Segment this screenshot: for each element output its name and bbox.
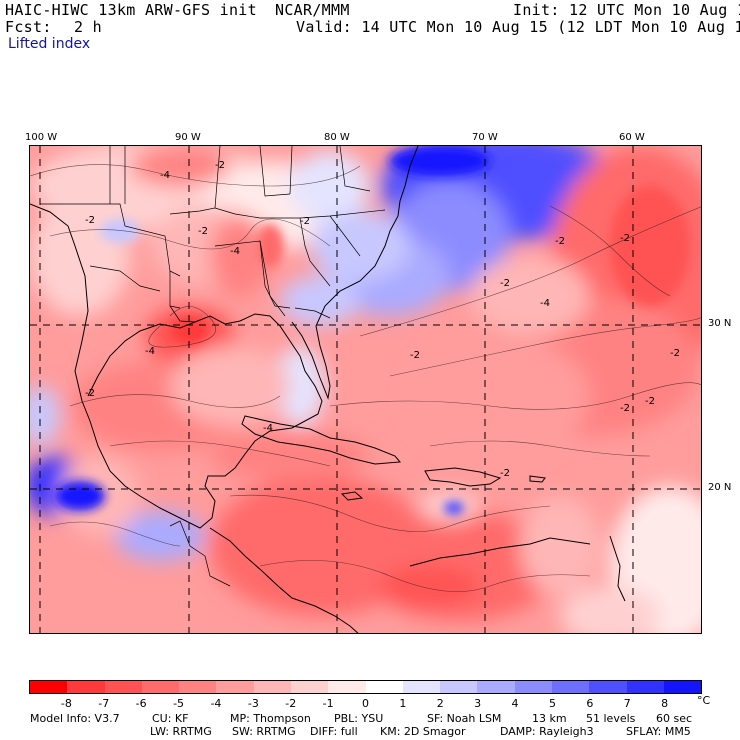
contour-label: -2 bbox=[410, 350, 420, 361]
contour-label: -2 bbox=[645, 396, 655, 407]
colorbar-tick-label: 8 bbox=[661, 697, 669, 710]
microphysics-scheme: MP: Thompson bbox=[230, 712, 311, 725]
lon-label-60w: 60 W bbox=[619, 132, 645, 143]
longwave-scheme: LW: RRTMG bbox=[150, 725, 212, 738]
colorbar-swatch bbox=[626, 681, 664, 693]
colorbar-tick-label: 4 bbox=[511, 697, 519, 710]
colorbar-tick-label: 6 bbox=[586, 697, 594, 710]
init-time: Init: 12 UTC Mon 10 Aug 15 bbox=[513, 1, 740, 19]
lat-label-30n: 30 N bbox=[708, 318, 732, 329]
contour-label: -2 bbox=[300, 216, 310, 227]
km-option: KM: 2D Smagor bbox=[380, 725, 466, 738]
colorbar-unit: °C bbox=[697, 694, 711, 707]
lon-label-90w: 90 W bbox=[175, 132, 201, 143]
map-canvas: -4 -2 -2 -2 -2 -4 -2 -4 -2 -2 -2 -2 -2 -… bbox=[30, 146, 701, 633]
colorbar-swatch bbox=[290, 681, 329, 693]
pbl-scheme: PBL: YSU bbox=[334, 712, 384, 725]
colorbar-swatch bbox=[253, 681, 291, 693]
contour-label: -2 bbox=[620, 403, 630, 414]
shortwave-scheme: SW: RRTMG bbox=[232, 725, 296, 738]
cumulus-scheme: CU: KF bbox=[152, 712, 189, 725]
contour-label: -4 bbox=[263, 423, 273, 434]
colorbar-swatch bbox=[477, 681, 515, 693]
lon-label-70w: 70 W bbox=[472, 132, 498, 143]
colorbar-swatch bbox=[141, 681, 180, 693]
colorbar-swatch bbox=[402, 681, 441, 693]
contour-label: -2 bbox=[85, 215, 95, 226]
colorbar-swatch bbox=[328, 681, 366, 693]
colorbar bbox=[29, 680, 702, 694]
colorbar-tick-label: 1 bbox=[399, 697, 407, 710]
contour-label: -4 bbox=[230, 246, 240, 257]
surface-layer-scheme: SFLAY: MM5 bbox=[626, 725, 691, 738]
contour-label: -2 bbox=[500, 278, 510, 289]
contour-label: -4 bbox=[145, 346, 155, 357]
colorbar-tick-label: 3 bbox=[474, 697, 482, 710]
lon-label-100w: 100 W bbox=[25, 132, 58, 143]
contour-label: -2 bbox=[198, 226, 208, 237]
resolution: 13 km bbox=[532, 712, 567, 725]
colorbar-tick-label: -8 bbox=[60, 697, 72, 710]
lifted-index-map: -4 -2 -2 -2 -2 -4 -2 -4 -2 -2 -2 -2 -2 -… bbox=[29, 145, 702, 634]
forecast-label: Fcst: bbox=[5, 18, 52, 36]
contour-label: -2 bbox=[500, 468, 510, 479]
lat-label-20n: 20 N bbox=[708, 482, 732, 493]
colorbar-swatch bbox=[216, 681, 254, 693]
colorbar-swatch bbox=[30, 681, 68, 693]
diffusion-option: DIFF: full bbox=[310, 725, 358, 738]
colorbar-tick-label: -5 bbox=[173, 697, 185, 710]
contour-label: -2 bbox=[670, 348, 680, 359]
surface-scheme: SF: Noah LSM bbox=[427, 712, 502, 725]
colorbar-swatch bbox=[104, 681, 142, 693]
valid-time: Valid: 14 UTC Mon 10 Aug 15 (12 LDT Mon … bbox=[296, 18, 740, 36]
colorbar-swatch bbox=[589, 681, 627, 693]
colorbar-swatch bbox=[365, 681, 403, 693]
political-borders bbox=[40, 146, 386, 587]
time-step: 60 sec bbox=[656, 712, 693, 725]
contour-label: -2 bbox=[85, 388, 95, 399]
colorbar-tick-label: -6 bbox=[135, 697, 147, 710]
colorbar-tick-label: 5 bbox=[548, 697, 556, 710]
colorbar-tick-label: -1 bbox=[322, 697, 334, 710]
field-highlights bbox=[55, 146, 690, 515]
contour-labels: -4 -2 -2 -2 -2 -4 -2 -4 -2 -2 -2 -2 -2 -… bbox=[85, 160, 680, 479]
colorbar-tick-label: -4 bbox=[210, 697, 222, 710]
colorbar-tick-label: 2 bbox=[436, 697, 444, 710]
model-title: HAIC-HIWC 13km ARW-GFS init bbox=[5, 1, 257, 19]
variable-name: Lifted index bbox=[8, 36, 91, 52]
colorbar-swatch bbox=[179, 681, 217, 693]
contour-label: -2 bbox=[555, 236, 565, 247]
colorbar-tick-label: 7 bbox=[623, 697, 631, 710]
colorbar-swatch bbox=[663, 681, 702, 693]
colorbar-tick-label: -2 bbox=[285, 697, 297, 710]
coastlines bbox=[30, 146, 626, 633]
colorbar-swatch bbox=[67, 681, 105, 693]
colorbar-tick-label: 0 bbox=[362, 697, 369, 710]
damping-option: DAMP: Rayleigh3 bbox=[500, 725, 594, 738]
colorbar-tick-label: -3 bbox=[247, 697, 259, 710]
latlon-grid bbox=[30, 146, 701, 633]
model-version: Model Info: V3.7 bbox=[30, 712, 120, 725]
colorbar-swatch bbox=[551, 681, 590, 693]
colorbar-tick-label: -7 bbox=[98, 697, 110, 710]
organization-label: NCAR/MMM bbox=[275, 1, 350, 19]
vertical-levels: 51 levels bbox=[586, 712, 636, 725]
colorbar-swatch bbox=[440, 681, 478, 693]
contour-label: -4 bbox=[160, 170, 170, 181]
colorbar-swatch bbox=[514, 681, 552, 693]
li-contours bbox=[30, 164, 701, 592]
contour-label: -4 bbox=[540, 298, 550, 309]
lon-label-80w: 80 W bbox=[324, 132, 350, 143]
forecast-hour: 2 h bbox=[74, 18, 102, 36]
contour-label: -2 bbox=[215, 160, 225, 171]
contour-label: -2 bbox=[620, 233, 630, 244]
